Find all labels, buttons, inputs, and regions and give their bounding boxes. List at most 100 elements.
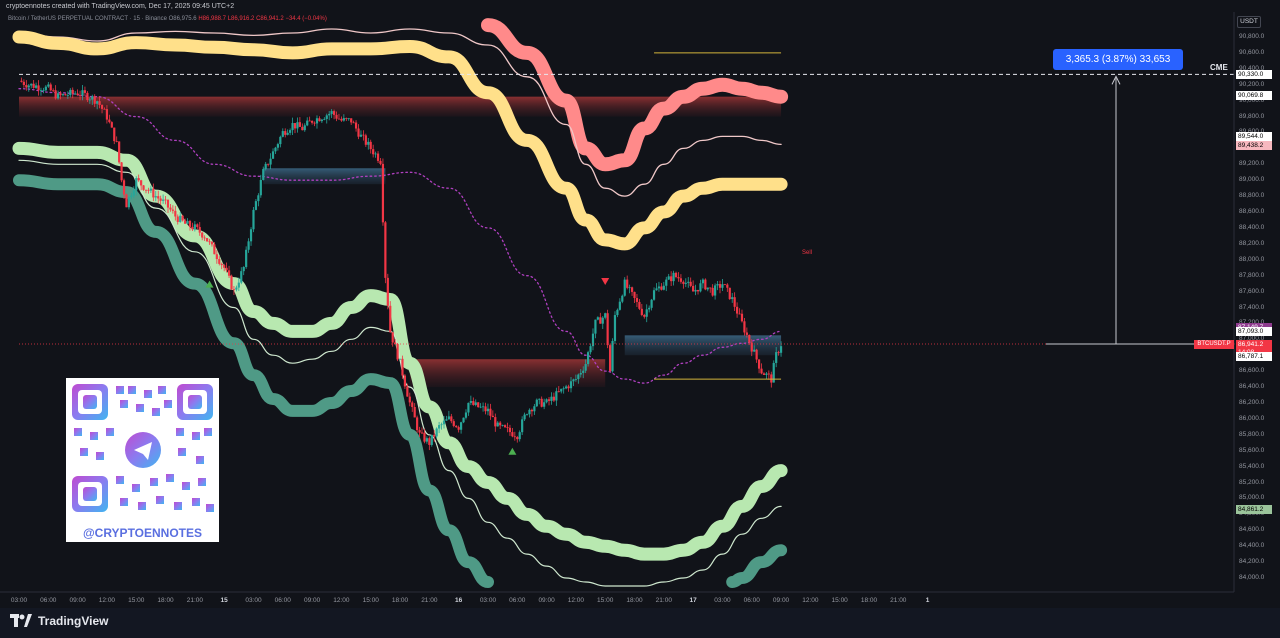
candle-body bbox=[411, 402, 414, 407]
candle-body bbox=[98, 101, 101, 106]
price-tag-label: 87,093.0 bbox=[1236, 327, 1272, 337]
candle-body bbox=[386, 277, 389, 306]
band-upper_thin bbox=[18, 28, 782, 197]
zone-red_zone_top bbox=[19, 96, 782, 117]
candle-body bbox=[733, 297, 736, 307]
candle-body bbox=[376, 153, 380, 161]
candle-body bbox=[142, 185, 145, 190]
candle-body bbox=[701, 279, 704, 284]
candle-body bbox=[103, 108, 106, 110]
currency-label[interactable]: USDT bbox=[1237, 16, 1261, 28]
price-tag-label: 86,941.2 bbox=[1236, 339, 1272, 349]
candle-body bbox=[364, 135, 367, 145]
candle-body bbox=[396, 344, 399, 360]
candle-body bbox=[347, 118, 350, 120]
candle-body bbox=[188, 220, 192, 227]
candle-body bbox=[640, 308, 643, 315]
candle-body bbox=[533, 406, 536, 412]
candle-body bbox=[630, 287, 634, 292]
candle-body bbox=[252, 209, 255, 230]
candle-body bbox=[125, 194, 128, 208]
price-tick-label: 85,000.0 bbox=[1239, 494, 1265, 502]
candle-body bbox=[552, 396, 556, 401]
time-tick-label: 03:00 bbox=[245, 597, 262, 604]
candle-body bbox=[154, 196, 157, 198]
sell-signal-icon bbox=[601, 278, 610, 286]
candle-body bbox=[689, 281, 692, 286]
candle-body bbox=[191, 226, 194, 230]
candle-body bbox=[508, 427, 512, 433]
time-tick-label: 09:00 bbox=[303, 597, 321, 604]
candle-body bbox=[457, 427, 460, 430]
candle-body bbox=[78, 94, 82, 96]
time-tick-label: 16 bbox=[455, 597, 463, 604]
candle-body bbox=[481, 406, 485, 408]
candle-body bbox=[218, 259, 221, 264]
time-tick-label: 21:00 bbox=[186, 597, 203, 604]
candle-body bbox=[162, 199, 165, 201]
candle-body bbox=[308, 120, 311, 122]
candle-body bbox=[403, 375, 407, 387]
candle-body bbox=[22, 81, 25, 85]
candle-body bbox=[660, 286, 663, 290]
candle-body bbox=[357, 128, 360, 137]
candle-body bbox=[757, 359, 761, 369]
time-tick-label: 03:00 bbox=[714, 597, 731, 604]
candle-body bbox=[359, 134, 363, 137]
time-tick-label: 03:00 bbox=[479, 597, 497, 604]
candle-body bbox=[56, 93, 60, 99]
candle-body bbox=[714, 285, 717, 296]
candle-body bbox=[34, 85, 38, 88]
time-tick-label: 18:00 bbox=[391, 597, 409, 604]
time-tick-label: 17 bbox=[689, 597, 697, 604]
candle-body bbox=[303, 125, 306, 131]
candle-body bbox=[694, 289, 697, 292]
candle-body bbox=[777, 352, 780, 353]
candle-body bbox=[645, 309, 648, 317]
candle-body bbox=[223, 265, 226, 268]
buy-signal-icon bbox=[508, 447, 517, 455]
time-tick-label: 06:00 bbox=[509, 597, 526, 604]
candle-body bbox=[254, 201, 258, 210]
candle-body bbox=[767, 373, 770, 375]
band-purple_dotted bbox=[18, 88, 782, 384]
price-tick-label: 89,800.0 bbox=[1239, 112, 1265, 120]
symbol-ohlc-line: Bitcoin / TetherUS PERPETUAL CONTRACT · … bbox=[8, 16, 327, 22]
price-tick-label: 89,000.0 bbox=[1239, 176, 1265, 184]
candle-body bbox=[599, 317, 602, 324]
candle-body bbox=[489, 408, 492, 416]
candle-body bbox=[420, 432, 424, 434]
candle-body bbox=[242, 266, 245, 272]
price-chart[interactable] bbox=[0, 0, 1280, 608]
candle-body bbox=[716, 284, 719, 286]
candle-body bbox=[122, 180, 126, 195]
candle-body bbox=[706, 287, 709, 290]
candle-body bbox=[354, 122, 358, 129]
candle-body bbox=[398, 358, 402, 360]
price-tick-label: 84,000.0 bbox=[1239, 574, 1265, 581]
candle-body bbox=[755, 349, 758, 360]
candle-body bbox=[274, 147, 277, 152]
candle-body bbox=[181, 215, 184, 221]
candle-body bbox=[76, 93, 79, 95]
candle-body bbox=[257, 195, 260, 202]
tradingview-logo[interactable]: TradingView bbox=[10, 614, 108, 628]
time-tick-label: 12:00 bbox=[333, 597, 350, 604]
candle-body bbox=[547, 399, 551, 401]
candle-body bbox=[438, 425, 441, 429]
candle-body bbox=[306, 120, 309, 126]
candle-body bbox=[723, 284, 726, 286]
symbol-name[interactable]: Bitcoin / TetherUS PERPETUAL CONTRACT · … bbox=[8, 16, 167, 22]
measure-tool-label[interactable]: 3,365.3 (3.87%) 33,653 bbox=[1053, 49, 1183, 70]
price-tick-label: 85,400.0 bbox=[1239, 462, 1265, 470]
candle-body bbox=[379, 160, 382, 164]
candle-body bbox=[748, 334, 751, 343]
candle-body bbox=[86, 92, 89, 101]
candle-body bbox=[750, 342, 753, 352]
candle-body bbox=[665, 279, 668, 286]
candle-body bbox=[54, 90, 57, 99]
time-tick-label: 12:00 bbox=[802, 597, 819, 604]
candle-body bbox=[220, 263, 223, 266]
candle-body bbox=[657, 286, 661, 289]
price-tag-label: 87,149.7 bbox=[1236, 322, 1272, 332]
